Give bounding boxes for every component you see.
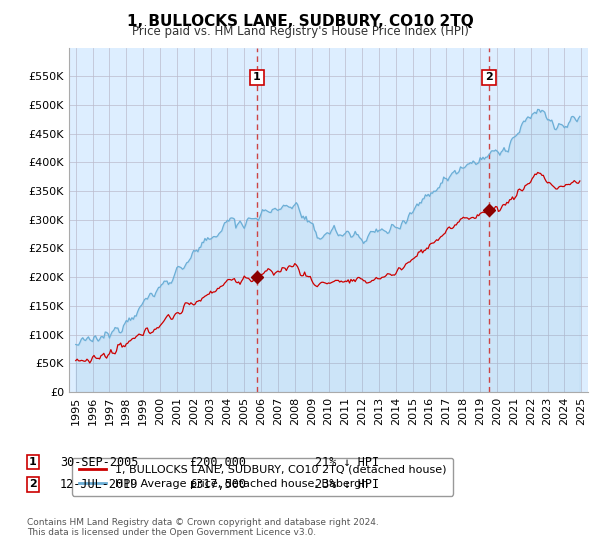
Text: 2: 2 bbox=[29, 479, 37, 489]
Text: Price paid vs. HM Land Registry's House Price Index (HPI): Price paid vs. HM Land Registry's House … bbox=[131, 25, 469, 38]
Legend: 1, BULLOCKS LANE, SUDBURY, CO10 2TQ (detached house), HPI: Average price, detach: 1, BULLOCKS LANE, SUDBURY, CO10 2TQ (det… bbox=[72, 458, 454, 496]
Text: 23% ↓ HPI: 23% ↓ HPI bbox=[315, 478, 379, 491]
Text: 1: 1 bbox=[253, 72, 261, 82]
Text: 12-JUL-2019: 12-JUL-2019 bbox=[60, 478, 139, 491]
Text: 21% ↓ HPI: 21% ↓ HPI bbox=[315, 455, 379, 469]
Text: 1, BULLOCKS LANE, SUDBURY, CO10 2TQ: 1, BULLOCKS LANE, SUDBURY, CO10 2TQ bbox=[127, 14, 473, 29]
Text: 30-SEP-2005: 30-SEP-2005 bbox=[60, 455, 139, 469]
Text: 2: 2 bbox=[485, 72, 493, 82]
Text: £317,500: £317,500 bbox=[189, 478, 246, 491]
Text: 1: 1 bbox=[29, 457, 37, 467]
Text: £200,000: £200,000 bbox=[189, 455, 246, 469]
Text: Contains HM Land Registry data © Crown copyright and database right 2024.
This d: Contains HM Land Registry data © Crown c… bbox=[27, 518, 379, 538]
